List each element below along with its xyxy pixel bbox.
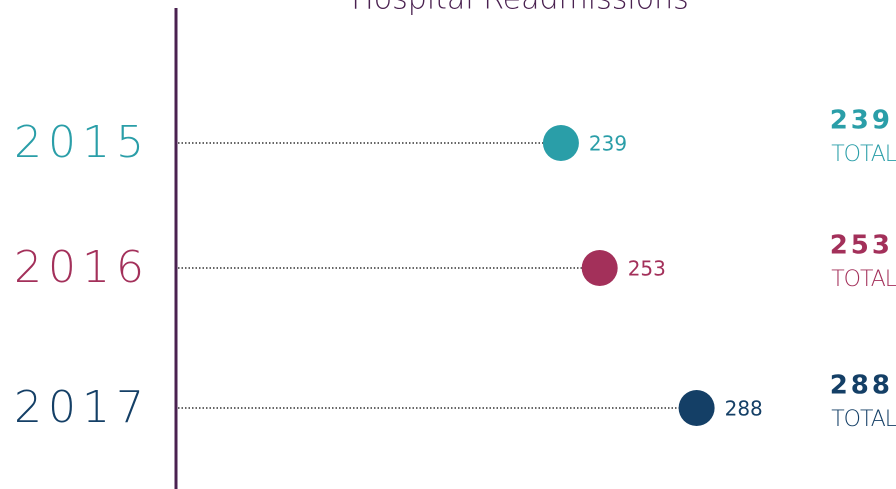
dot (678, 390, 715, 426)
total-label: TOTAL (831, 407, 896, 432)
year-label: 2017 (14, 382, 150, 433)
dot (581, 250, 618, 286)
total-label: TOTAL (831, 142, 896, 167)
total-label: TOTAL (831, 267, 896, 292)
value-label: 288 (725, 397, 763, 421)
value-label: 253 (628, 257, 666, 281)
year-label: 2016 (14, 242, 150, 293)
year-label: 2015 (14, 117, 150, 168)
chart-title: Hospital Readmissions (351, 0, 688, 17)
value-label: 239 (589, 132, 627, 156)
total-value: 288 (830, 371, 893, 401)
total-value: 253 (830, 231, 893, 261)
dot (542, 125, 579, 161)
total-value: 239 (830, 106, 893, 136)
